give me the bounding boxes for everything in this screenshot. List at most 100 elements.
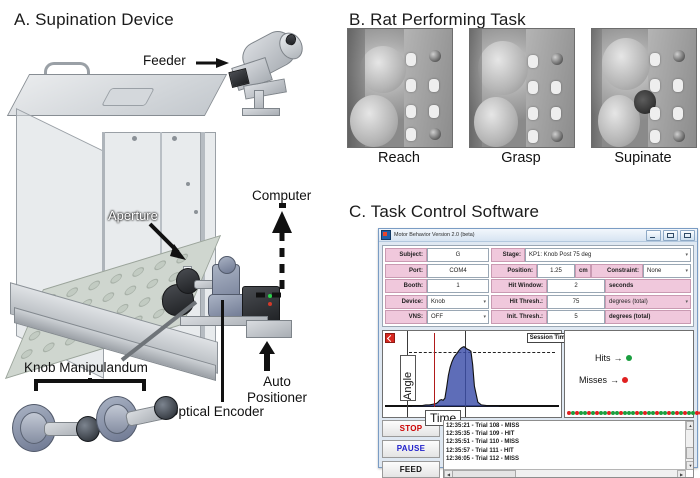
hit-thresh-field[interactable]: 75: [547, 294, 605, 309]
feeder-arrow-icon: [196, 56, 230, 68]
trial-dot-miss: [683, 410, 687, 415]
window-titlebar: Motor Behavior Version 2.0 (beta): [379, 229, 697, 242]
vns-label: VNS:: [385, 310, 427, 324]
log-horizontal-scrollbar[interactable]: ◀ ▶: [444, 469, 686, 477]
panel-a-supination-device: A. Supination Device Feeder: [0, 0, 345, 473]
trial-outcome-plot: Hits → Misses →: [564, 330, 700, 418]
session-parameters-form: Subject: G Stage: KP1: Knob Post 75 deg …: [382, 245, 694, 327]
trial-dot-hit: [571, 410, 575, 415]
video-frame-supinate: [591, 28, 697, 148]
legend-hits-arrow-icon: →: [613, 353, 623, 363]
form-row-booth-hitwindow: Booth: 1 Hit Window: 2 seconds: [385, 279, 691, 293]
trial-dot-hit: [579, 410, 583, 415]
trial-dot-miss: [607, 410, 611, 415]
label-auto-positioner-line1: Auto: [263, 374, 291, 389]
feed-button-label: FEED: [399, 464, 423, 474]
angle-trace-curve: [411, 331, 499, 407]
trial-dot-hit: [615, 410, 619, 415]
time-cursor-line: [434, 333, 436, 407]
hit-window-field[interactable]: 2: [547, 279, 605, 293]
legend-misses-dot-icon: [622, 377, 629, 383]
feeder-assembly: [228, 25, 308, 116]
trial-dot-miss: [675, 410, 679, 415]
maximize-button[interactable]: [663, 229, 678, 241]
panel-c-title: C. Task Control Software: [349, 202, 540, 221]
session-controls-and-log: STOP PAUSE FEED 12:35:21 - Trial 108 - M…: [382, 420, 694, 478]
pause-button[interactable]: PAUSE: [382, 440, 440, 458]
log-scroll-thumb[interactable]: [686, 447, 693, 459]
trial-dot-hit: [647, 410, 651, 415]
record-stop-indicator[interactable]: [385, 333, 395, 343]
label-optical-encoder: Optical Encoder: [168, 404, 265, 419]
scroll-up-arrow-icon[interactable]: ▲: [686, 421, 693, 430]
constraint-label: Constraint:: [591, 263, 643, 278]
panel-c-task-control-software: C. Task Control Software Motor Behavior …: [345, 195, 700, 478]
constraint-field[interactable]: None ▾: [643, 263, 691, 278]
vns-value: OFF: [431, 314, 443, 320]
trial-dot-miss: [667, 410, 671, 415]
label-auto-positioner-line2: Positioner: [246, 390, 308, 405]
angle-trace-fill: [411, 346, 499, 407]
trial-dot-hit: [687, 410, 691, 415]
trial-dot-miss: [587, 410, 591, 415]
log-vertical-scrollbar[interactable]: ▲ ▼: [685, 421, 693, 470]
chevron-down-icon[interactable]: ▾: [685, 267, 688, 274]
form-row-device-hitthresh: Device: Knob ▾ Hit Thresh.: 75 degrees (…: [385, 294, 691, 309]
angle-trace-line: [412, 347, 499, 406]
close-button[interactable]: [680, 229, 695, 241]
software-window: Motor Behavior Version 2.0 (beta) Subjec…: [378, 228, 700, 478]
stage-field[interactable]: KP1: Knob Post 75 deg ▾: [525, 248, 691, 262]
app-icon: [381, 230, 391, 240]
trial-dot-hit: [603, 410, 607, 415]
trial-dot-hit: [651, 410, 655, 415]
video-frame-grasp: [469, 28, 575, 148]
device-field[interactable]: Knob ▾: [427, 294, 489, 309]
log-hscroll-thumb[interactable]: [452, 470, 516, 477]
knob-manipulandum-bracket: [34, 378, 146, 392]
position-field[interactable]: 1.25: [537, 263, 575, 278]
window-title: Motor Behavior Version 2.0 (beta): [394, 232, 475, 238]
stage-label: Stage:: [491, 248, 525, 262]
feed-button[interactable]: FEED: [382, 460, 440, 478]
trial-dot-hit: [583, 410, 587, 415]
scroll-down-arrow-icon[interactable]: ▼: [686, 461, 693, 470]
position-label: Position:: [491, 263, 537, 278]
chevron-down-icon[interactable]: ▾: [483, 298, 486, 305]
booth-field[interactable]: 1: [427, 279, 489, 293]
log-line: 12:35:21 - Trial 108 - MISS: [446, 423, 520, 429]
trial-log[interactable]: 12:35:21 - Trial 108 - MISS 12:35:35 - Tr…: [443, 420, 694, 478]
log-line: 12:36:05 - Trial 112 - MISS: [446, 455, 520, 462]
scroll-right-arrow-icon[interactable]: ▶: [677, 470, 686, 477]
trial-dot-miss: [575, 410, 579, 415]
trial-dot-hit: [671, 410, 675, 415]
minimize-button[interactable]: [646, 229, 661, 241]
port-field[interactable]: COM4: [427, 263, 489, 278]
behavior-chamber: [4, 60, 260, 381]
video-frame-reach: [347, 28, 453, 148]
hit-thresh-label: Hit Thresh.:: [491, 294, 547, 309]
trial-dot-hit: [631, 410, 635, 415]
form-row-port-position-constraint: Port: COM4 Position: 1.25 cm Constraint:…: [385, 263, 691, 278]
legend-hits: Hits →: [595, 353, 632, 363]
subject-field[interactable]: G: [427, 248, 489, 262]
vns-field[interactable]: OFF ▾: [427, 310, 489, 324]
panel-b-title: B. Rat Performing Task: [349, 10, 526, 29]
control-button-column: STOP PAUSE FEED: [382, 420, 440, 478]
chevron-down-icon[interactable]: ▾: [685, 252, 688, 258]
trial-dot-hit: [627, 410, 631, 415]
optical-encoder-leader: [221, 300, 224, 402]
panel-a-title: A. Supination Device: [14, 10, 174, 29]
chevron-down-icon[interactable]: ▾: [483, 314, 486, 320]
legend-hits-dot-icon: [625, 355, 632, 361]
legend-hits-label: Hits: [595, 353, 611, 363]
window-controls: [646, 229, 695, 241]
form-row-subject-stage: Subject: G Stage: KP1: Knob Post 75 deg …: [385, 248, 691, 262]
legend-misses-arrow-icon: →: [610, 375, 620, 385]
init-thresh-field[interactable]: 5: [547, 310, 605, 324]
trial-dot-miss: [619, 410, 623, 415]
trial-dot-hit: [659, 410, 663, 415]
label-computer: Computer: [252, 188, 312, 203]
trial-dot-miss: [595, 410, 599, 415]
trial-dot-hit: [663, 410, 667, 415]
chevron-down-icon[interactable]: ▾: [685, 298, 688, 305]
